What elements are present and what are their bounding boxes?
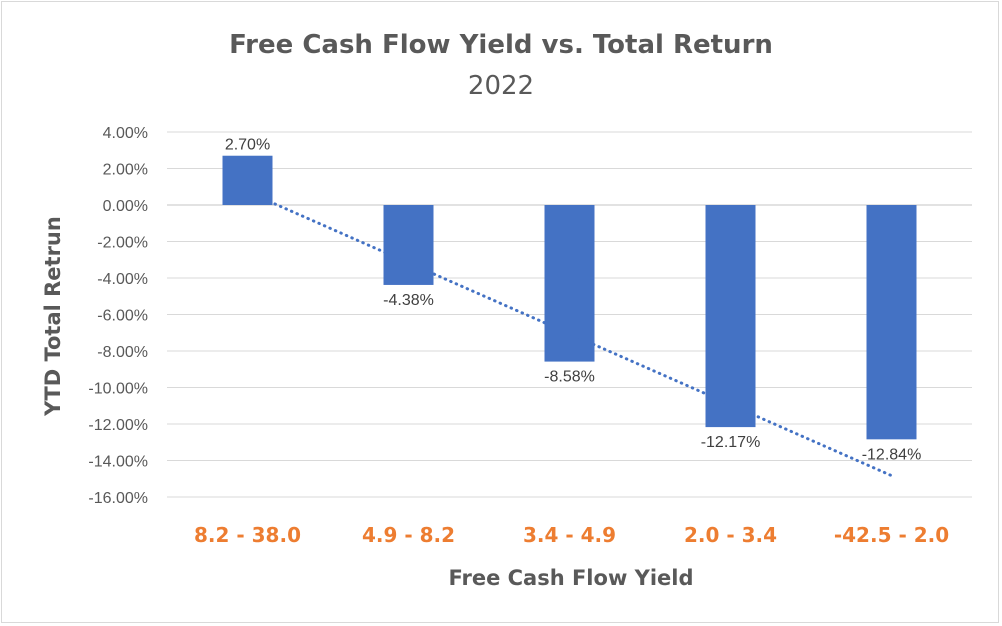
- y-tick-label: 2.00%: [103, 162, 148, 179]
- data-label: -12.84%: [862, 446, 922, 463]
- bar: [383, 205, 434, 285]
- y-tick-label: -12.00%: [88, 417, 148, 434]
- y-tick-label: -8.00%: [97, 344, 148, 361]
- data-label: 2.70%: [225, 137, 270, 154]
- chart-subtitle: 2022: [468, 71, 534, 101]
- x-tick-label: 2.0 - 3.4: [684, 523, 777, 547]
- bar: [222, 155, 273, 205]
- bar: [705, 205, 756, 428]
- y-tick-label: -10.00%: [88, 381, 148, 398]
- data-labels: 2.70% -4.38% -8.58% -12.17% -12.84%: [225, 137, 921, 464]
- x-axis-ticks: 8.2 - 38.0 4.9 - 8.2 3.4 - 4.9 2.0 - 3.4 -42…: [194, 523, 949, 547]
- y-tick-label: 4.00%: [103, 125, 148, 142]
- data-label: -8.58%: [544, 369, 595, 386]
- x-tick-label: 3.4 - 4.9: [523, 523, 616, 547]
- data-label: -4.38%: [383, 292, 434, 309]
- y-tick-label: 0.00%: [103, 198, 148, 215]
- data-label: -12.17%: [701, 434, 761, 451]
- y-tick-label: -16.00%: [88, 490, 148, 507]
- chart-title: Free Cash Flow Yield vs. Total Return: [229, 30, 773, 60]
- y-tick-label: -14.00%: [88, 454, 148, 471]
- x-tick-label: -42.5 - 2.0: [834, 523, 949, 547]
- y-tick-label: -4.00%: [97, 271, 148, 288]
- x-tick-label: 4.9 - 8.2: [362, 523, 455, 547]
- x-tick-label: 8.2 - 38.0: [194, 523, 301, 547]
- y-axis-title: YTD Total Retrun: [41, 216, 65, 417]
- bars: [222, 155, 917, 440]
- y-tick-label: -6.00%: [97, 308, 148, 325]
- y-axis-ticks: 4.00% 2.00% 0.00% -2.00% -4.00% -6.00% -8.00% -…: [88, 125, 148, 507]
- x-axis-title: Free Cash Flow Yield: [448, 566, 693, 590]
- bar: [544, 205, 595, 362]
- y-tick-label: -2.00%: [97, 235, 148, 252]
- bar: [866, 205, 917, 440]
